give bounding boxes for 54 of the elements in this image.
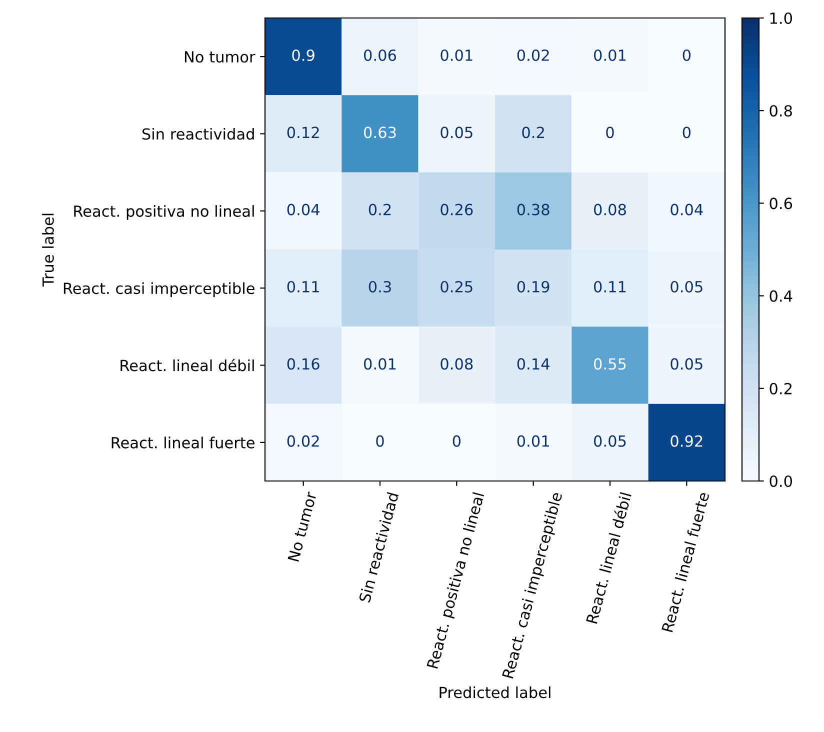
x-tick-label: React. lineal fuerte — [661, 492, 710, 632]
data-label: 0.3 — [368, 280, 391, 293]
data-label: 0.08 — [594, 204, 626, 216]
color-bar-label: 0.4 — [770, 290, 792, 302]
data-label: 0.02 — [287, 435, 319, 447]
data-label: 0.2 — [522, 126, 544, 138]
data-label: 0 — [376, 435, 384, 447]
x-tick-label: React. lineal débil — [585, 492, 632, 624]
data-label: 0.06 — [364, 49, 396, 62]
data-label: 0 — [452, 435, 461, 447]
y-tick-label: Sin reactividad — [142, 128, 254, 140]
y-tick-label: React. lineal débil — [120, 358, 254, 372]
color-bar-label: 0.2 — [770, 382, 792, 394]
data-label: 0.11 — [594, 280, 626, 293]
data-label: 0.12 — [287, 126, 319, 138]
data-label: 0 — [606, 126, 614, 138]
data-label: 0.2 — [368, 204, 391, 216]
color-bar-label: 0.0 — [770, 475, 792, 488]
color-bar-label: 0.6 — [770, 198, 792, 210]
data-label: 0.25 — [440, 280, 472, 293]
x-axis-title: Predicted label — [440, 686, 550, 698]
y-tick-label: React. casi imperceptible — [64, 282, 254, 298]
data-label: 0.01 — [517, 435, 549, 447]
data-label: 0.55 — [594, 358, 626, 370]
data-label: 0.02 — [517, 49, 549, 62]
data-label: 0.01 — [364, 358, 396, 370]
data-label: 0.26 — [440, 204, 473, 216]
data-label: 0.9 — [292, 49, 314, 62]
data-label: 0 — [682, 49, 691, 62]
data-label: 0.63 — [364, 126, 396, 138]
y-tick-label: React. lineal fuerte — [112, 436, 254, 448]
data-label: 0.05 — [594, 435, 626, 447]
data-label: 0.05 — [670, 358, 702, 370]
y-tick-label: React. positiva no lineal — [74, 205, 254, 220]
x-tick-label: React. positiva no lineal — [426, 492, 488, 670]
data-label: 0.01 — [594, 49, 626, 62]
data-label: 0.11 — [287, 280, 319, 293]
data-label: 0.16 — [287, 358, 320, 370]
data-label: 0.05 — [440, 126, 472, 138]
y-tick-label: No tumor — [184, 51, 256, 63]
data-label: 0.38 — [517, 204, 550, 216]
data-label: 0.92 — [670, 435, 702, 447]
color-bar-label: 0.8 — [770, 105, 792, 117]
color-bar-label: 1.0 — [770, 12, 792, 24]
y-axis-title: True label — [42, 214, 54, 287]
data-label: 0.04 — [670, 204, 703, 216]
data-label: 0.14 — [517, 358, 550, 370]
x-tick-label: No tumor — [288, 490, 317, 562]
data-label: 0.04 — [287, 204, 320, 216]
data-label: 0.01 — [440, 49, 472, 62]
data-label: 0.08 — [440, 358, 473, 370]
data-label: 0.19 — [517, 280, 550, 293]
data-label: 0 — [682, 126, 691, 138]
data-label: 0.05 — [670, 280, 702, 293]
